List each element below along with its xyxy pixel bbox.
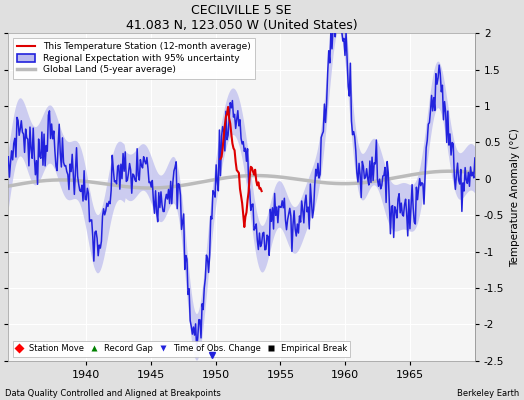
Text: Data Quality Controlled and Aligned at Breakpoints: Data Quality Controlled and Aligned at B… [5, 389, 221, 398]
Text: Berkeley Earth: Berkeley Earth [456, 389, 519, 398]
Y-axis label: Temperature Anomaly (°C): Temperature Anomaly (°C) [510, 128, 520, 266]
Title: CECILVILLE 5 SE
41.083 N, 123.050 W (United States): CECILVILLE 5 SE 41.083 N, 123.050 W (Uni… [126, 4, 357, 32]
Legend: Station Move, Record Gap, Time of Obs. Change, Empirical Break: Station Move, Record Gap, Time of Obs. C… [13, 341, 351, 357]
